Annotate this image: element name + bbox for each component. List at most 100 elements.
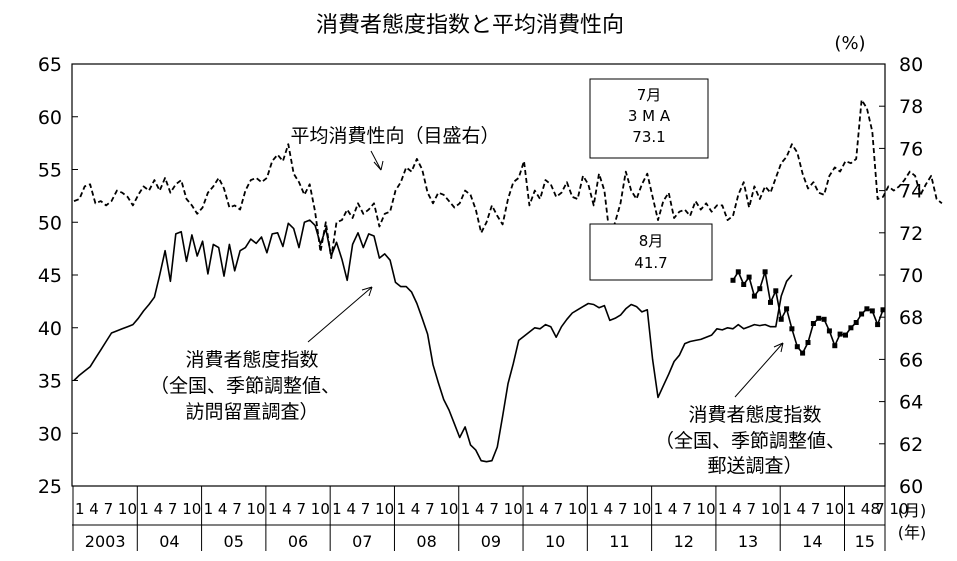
year-label: 10 (545, 532, 565, 551)
series-point (875, 322, 881, 328)
series-point (810, 321, 816, 326)
year-label: 14 (802, 532, 822, 551)
series-point (843, 332, 848, 338)
left-tick-label: 35 (38, 371, 62, 393)
month-tick-label: 1 4 7 10 (782, 500, 844, 518)
chart-title: 消費者態度指数と平均消費性向 (316, 13, 624, 38)
series-point (832, 343, 838, 349)
year-label: 05 (224, 532, 244, 551)
right-tick-label: 74 (899, 181, 923, 203)
series-point (751, 293, 757, 299)
series-point (837, 331, 843, 337)
left-tick-label: 30 (38, 423, 62, 445)
month-tick-label: 1 4 7 10 (461, 500, 523, 518)
year-label: 08 (416, 532, 436, 551)
right-tick-label: 68 (899, 307, 923, 329)
x-axis: 1 4 7 10 2003 1 4 7 10 04 1 4 7 10 05 1 4 7 10… (72, 486, 909, 551)
year-label: 11 (609, 532, 629, 551)
series-point (864, 306, 870, 312)
month-tick-label: 1 4 7 10 (204, 500, 266, 518)
apc-callout-value: 73.1 (632, 128, 665, 146)
month-tick-label: 1 4 7 10 (396, 500, 458, 518)
year-label: 09 (481, 532, 501, 551)
month-tick-label: 1 4 7 10 (332, 500, 394, 518)
year-label: 13 (738, 532, 758, 551)
right-tick-label: 60 (899, 476, 923, 498)
year-label: 12 (674, 532, 694, 551)
month-tick-label: 1 4 7 10 (589, 500, 651, 518)
left-tick-label: 65 (38, 54, 62, 76)
right-axis: 80 78 76 74 72 70 68 66 64 62 60 (879, 54, 923, 498)
apc-callout-3ma: 3 M A (628, 107, 671, 125)
right-tick-label: 64 (899, 392, 923, 414)
series-point (859, 311, 865, 317)
series-point (880, 307, 886, 313)
cci-visit-label-2: （全国、季節調整値、 (150, 375, 340, 397)
series-point (805, 340, 811, 345)
series-point (773, 288, 779, 294)
apc-label: 平均消費性向（目盛右） (290, 125, 499, 147)
right-axis-unit: (%) (834, 33, 865, 54)
series-point (741, 282, 747, 287)
cci-visit-label-1: 消費者態度指数 (185, 349, 318, 371)
x-unit-month: (月) (898, 501, 927, 520)
right-tick-label: 66 (899, 349, 923, 371)
apc-callout-month: 7月 (637, 86, 662, 104)
month-tick-label: 1 4 7 10 (654, 500, 716, 518)
series-point (757, 286, 763, 292)
cci-callout: 8月 41.7 (589, 223, 713, 281)
series-point (869, 308, 875, 314)
left-tick-label: 50 (38, 212, 62, 234)
apc-label-group: 平均消費性向（目盛右） (290, 125, 500, 171)
series-line-2 (73, 99, 943, 260)
left-tick-label: 55 (38, 160, 62, 182)
series-point (794, 344, 800, 350)
series-layer (73, 99, 943, 463)
left-tick-label: 60 (38, 107, 62, 129)
month-tick-label: 1 4 7 10 (268, 500, 330, 518)
series-point (848, 325, 854, 331)
series-point (816, 315, 822, 321)
year-label: 07 (352, 532, 372, 551)
year-label: 2003 (85, 532, 126, 551)
right-tick-label: 70 (899, 265, 923, 287)
month-tick-label: 1 4 7 10 (525, 500, 587, 518)
series-point (730, 277, 736, 283)
month-tick-label: 1 4 7 10 (139, 500, 201, 518)
cci-mail-label-group: 消費者態度指数 （全国、季節調整値、 郵送調査） (655, 342, 845, 477)
month-tick-label: 1 4 7 10 (846, 500, 908, 518)
series-point (735, 269, 741, 275)
year-label: 04 (159, 532, 179, 551)
series-point (789, 326, 795, 332)
series-point (800, 350, 806, 356)
cci-mail-label-3: 郵送調査） (707, 455, 802, 477)
right-tick-label: 62 (899, 434, 923, 456)
series-point (778, 316, 784, 322)
left-tick-label: 40 (38, 318, 62, 340)
series-point (826, 328, 832, 334)
year-label: 15 (855, 532, 875, 551)
year-label: 06 (288, 532, 308, 551)
series-point (768, 299, 773, 305)
series-point (784, 306, 790, 312)
left-tick-label: 45 (38, 265, 62, 287)
series-point (762, 269, 768, 275)
last-month-label: 8 (870, 500, 880, 518)
x-unit-year: (年) (898, 523, 927, 542)
right-tick-label: 76 (899, 138, 923, 160)
apc-callout: 7月 3 M A 73.1 (589, 78, 709, 159)
cci-callout-month: 8月 (639, 232, 664, 250)
month-tick-label: 1 4 7 10 (718, 500, 780, 518)
cci-mail-label-2: （全国、季節調整値、 (655, 430, 845, 452)
series-point (821, 316, 827, 322)
month-tick-label: 1 4 7 10 (75, 500, 137, 518)
series-point (746, 274, 752, 280)
series-line-0 (73, 219, 793, 463)
left-tick-label: 25 (38, 476, 62, 498)
cci-visit-label-3: 訪問留置調査） (185, 401, 318, 423)
right-tick-label: 72 (899, 223, 923, 245)
series-point (853, 320, 859, 325)
cci-mail-label-1: 消費者態度指数 (688, 404, 821, 426)
cci-visit-label-group: 消費者態度指数 （全国、季節調整値、 訪問留置調査） (150, 286, 373, 423)
